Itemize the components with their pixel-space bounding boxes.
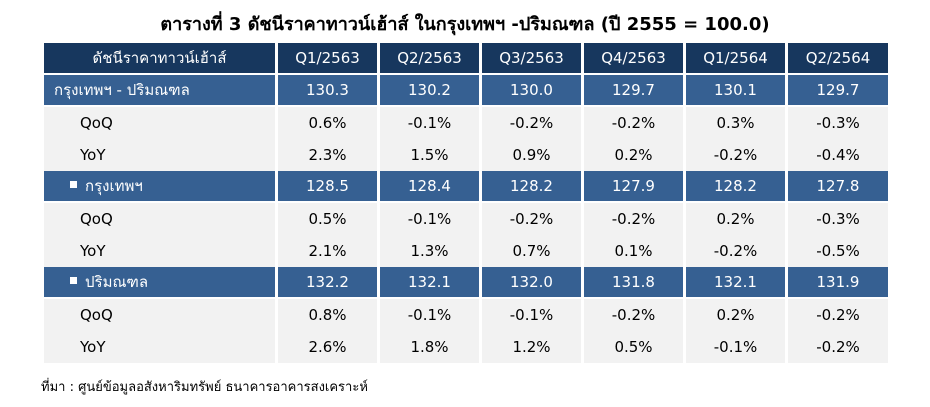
change-value-cell: -0.2%	[482, 107, 581, 139]
change-value-cell: -0.2%	[584, 203, 683, 235]
group-label-cell: ปริมณฑล	[44, 267, 275, 299]
change-value-cell: -0.2%	[584, 299, 683, 331]
change-value-cell: -0.1%	[686, 331, 785, 363]
square-bullet-icon	[70, 181, 77, 188]
header-cell: Q2/2563	[380, 43, 479, 75]
change-row: YoY 2.3% 1.5% 0.9% 0.2% -0.2% -0.4%	[44, 139, 888, 171]
change-label: YoY	[44, 331, 275, 363]
change-value-cell: -0.1%	[380, 203, 479, 235]
change-value-cell: 0.2%	[584, 139, 683, 171]
index-value-cell: 129.7	[584, 75, 683, 107]
change-value-cell: -0.4%	[788, 139, 888, 171]
change-value-cell: 0.2%	[686, 203, 785, 235]
change-value-cell: 2.6%	[278, 331, 377, 363]
group-label: ปริมณฑล	[85, 273, 149, 291]
group-row: ปริมณฑล 132.2 132.1 132.0 131.8 132.1 131.9	[44, 267, 888, 299]
change-value-cell: 2.1%	[278, 235, 377, 267]
index-value-cell: 132.1	[380, 267, 479, 299]
group-label-cell: กรุงเทพฯ - ปริมณฑล	[44, 75, 275, 107]
change-label: QoQ	[44, 299, 275, 331]
header-cell: Q1/2563	[278, 43, 377, 75]
header-row: ดัชนีราคาทาวน์เฮ้าส์ Q1/2563 Q2/2563 Q3/…	[44, 43, 888, 75]
change-value-cell: -0.1%	[380, 107, 479, 139]
change-row: QoQ 0.6% -0.1% -0.2% -0.2% 0.3% -0.3%	[44, 107, 888, 139]
change-value-cell: -0.2%	[788, 299, 888, 331]
index-value-cell: 129.7	[788, 75, 888, 107]
change-value-cell: 0.6%	[278, 107, 377, 139]
change-value-cell: 0.5%	[584, 331, 683, 363]
change-value-cell: 0.1%	[584, 235, 683, 267]
group-label-cell: กรุงเทพฯ	[44, 171, 275, 203]
group-row: กรุงเทพฯ 128.5 128.4 128.2 127.9 128.2 127.8	[44, 171, 888, 203]
change-value-cell: 1.5%	[380, 139, 479, 171]
change-value-cell: 1.3%	[380, 235, 479, 267]
group-label: กรุงเทพฯ - ปริมณฑล	[54, 81, 190, 99]
index-value-cell: 130.3	[278, 75, 377, 107]
index-value-cell: 127.9	[584, 171, 683, 203]
change-value-cell: 0.7%	[482, 235, 581, 267]
index-value-cell: 130.0	[482, 75, 581, 107]
index-value-cell: 131.8	[584, 267, 683, 299]
index-table: ดัชนีราคาทาวน์เฮ้าส์ Q1/2563 Q2/2563 Q3/…	[41, 43, 891, 363]
change-value-cell: -0.5%	[788, 235, 888, 267]
table-body: กรุงเทพฯ - ปริมณฑล 130.3 130.2 130.0 129.7 13…	[44, 75, 888, 363]
change-label: YoY	[44, 139, 275, 171]
change-value-cell: -0.1%	[482, 299, 581, 331]
change-value-cell: 1.8%	[380, 331, 479, 363]
header-cell: ดัชนีราคาทาวน์เฮ้าส์	[44, 43, 275, 75]
change-value-cell: 0.9%	[482, 139, 581, 171]
header-cell: Q1/2564	[686, 43, 785, 75]
change-value-cell: -0.3%	[788, 203, 888, 235]
change-value-cell: -0.3%	[788, 107, 888, 139]
change-label: QoQ	[44, 203, 275, 235]
header-cell: Q4/2563	[584, 43, 683, 75]
change-value-cell: -0.2%	[686, 139, 785, 171]
index-value-cell: 132.0	[482, 267, 581, 299]
header-cell: Q2/2564	[788, 43, 888, 75]
square-bullet-icon	[70, 277, 77, 284]
change-value-cell: -0.2%	[584, 107, 683, 139]
index-value-cell: 128.2	[482, 171, 581, 203]
index-value-cell: 132.1	[686, 267, 785, 299]
change-row: QoQ 0.5% -0.1% -0.2% -0.2% 0.2% -0.3%	[44, 203, 888, 235]
table-title: ตารางที่ 3 ดัชนีราคาทาวน์เฮ้าส์ ในกรุงเท…	[160, 14, 770, 35]
change-value-cell: 0.8%	[278, 299, 377, 331]
change-value-cell: 1.2%	[482, 331, 581, 363]
source-note: ที่มา : ศูนย์ข้อมูลอสังหาริมทรัพย์ ธนาคา…	[41, 380, 368, 395]
change-label: QoQ	[44, 107, 275, 139]
change-value-cell: 0.3%	[686, 107, 785, 139]
header-cell: Q3/2563	[482, 43, 581, 75]
change-label: YoY	[44, 235, 275, 267]
change-row: YoY 2.6% 1.8% 1.2% 0.5% -0.1% -0.2%	[44, 331, 888, 363]
change-value-cell: -0.2%	[788, 331, 888, 363]
index-value-cell: 131.9	[788, 267, 888, 299]
change-value-cell: 2.3%	[278, 139, 377, 171]
index-value-cell: 127.8	[788, 171, 888, 203]
change-value-cell: -0.2%	[686, 235, 785, 267]
index-value-cell: 130.2	[380, 75, 479, 107]
change-value-cell: 0.5%	[278, 203, 377, 235]
index-value-cell: 128.2	[686, 171, 785, 203]
change-row: QoQ 0.8% -0.1% -0.1% -0.2% 0.2% -0.2%	[44, 299, 888, 331]
change-value-cell: 0.2%	[686, 299, 785, 331]
group-label: กรุงเทพฯ	[85, 177, 143, 195]
change-value-cell: -0.1%	[380, 299, 479, 331]
group-row: กรุงเทพฯ - ปริมณฑล 130.3 130.2 130.0 129.7 13…	[44, 75, 888, 107]
index-value-cell: 132.2	[278, 267, 377, 299]
change-value-cell: -0.2%	[482, 203, 581, 235]
index-value-cell: 128.4	[380, 171, 479, 203]
change-row: YoY 2.1% 1.3% 0.7% 0.1% -0.2% -0.5%	[44, 235, 888, 267]
index-value-cell: 130.1	[686, 75, 785, 107]
index-value-cell: 128.5	[278, 171, 377, 203]
